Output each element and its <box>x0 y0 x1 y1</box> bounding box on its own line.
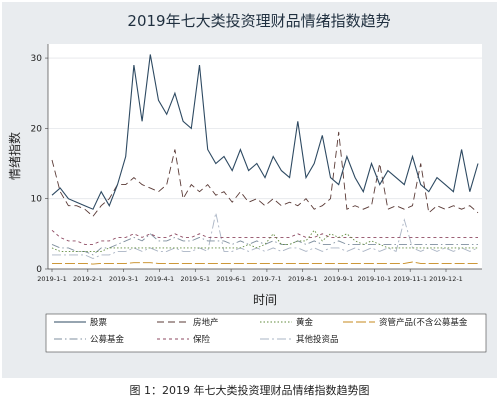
legend-label-2: 黄金 <box>296 317 314 328</box>
series-line-3 <box>52 261 478 265</box>
x-tick-label: 2019-9-1 <box>324 275 354 283</box>
series-line-1 <box>51 131 479 217</box>
figure-caption: 图 1：2019 年七大类投资理财品情绪指数趋势图 <box>129 384 370 397</box>
x-tick-label: 2019-6-1 <box>216 275 246 283</box>
figure-panel: 2019年七大类投资理财品情绪指数趋势 0 10 20 30 2019-1-1 2019-… <box>2 2 497 378</box>
x-axis-title: 时间 <box>253 293 277 307</box>
legend-box <box>45 313 487 353</box>
series-line-2 <box>51 229 478 252</box>
legend-label-6: 其他投资品 <box>296 334 339 345</box>
series-lines <box>51 54 479 265</box>
x-tick-label: 2019-1-1 <box>37 275 67 283</box>
y-tick-label: 0 <box>36 265 42 275</box>
x-tick-label: 2019-3-1 <box>109 275 139 283</box>
x-tick-label: 2019-5-1 <box>181 275 211 283</box>
x-tick-label: 2019-4-1 <box>145 275 175 283</box>
x-tick-label: 2019-11-1 <box>393 275 427 283</box>
series-line-0 <box>51 54 479 210</box>
axes: 0 10 20 30 2019-1-1 2019-2-1 2019-3-1 2019-4-1 2… <box>31 44 482 283</box>
legend-label-3: 资管产品(不含公募基金 <box>379 317 468 328</box>
x-tick-label: 2019-2-1 <box>73 275 103 283</box>
x-tick-label: 2019-8-1 <box>288 275 318 283</box>
x-tick-label: 2019-12-1 <box>429 275 463 283</box>
chart-title: 2019年七大类投资理财品情绪指数趋势 <box>127 12 390 30</box>
legend-label-5: 保险 <box>193 334 211 345</box>
y-tick-label: 30 <box>31 54 43 64</box>
x-tick-label: 2019-7-1 <box>252 275 282 283</box>
x-tick-label: 2019-10-1 <box>358 275 392 283</box>
legend-label-4: 公募基金 <box>90 334 125 345</box>
y-axis-title: 情绪指数 <box>7 132 22 180</box>
series-line-5 <box>51 229 478 245</box>
legend-label-1: 房地产 <box>193 317 219 328</box>
y-tick-label: 10 <box>31 195 43 205</box>
plot-area <box>48 44 482 269</box>
y-tick-label: 20 <box>31 124 43 134</box>
chart: 2019年七大类投资理财品情绪指数趋势 0 10 20 30 2019-1-1 2019-… <box>7 12 487 353</box>
series-line-6 <box>52 212 479 259</box>
legend-label-0: 股票 <box>90 318 108 328</box>
